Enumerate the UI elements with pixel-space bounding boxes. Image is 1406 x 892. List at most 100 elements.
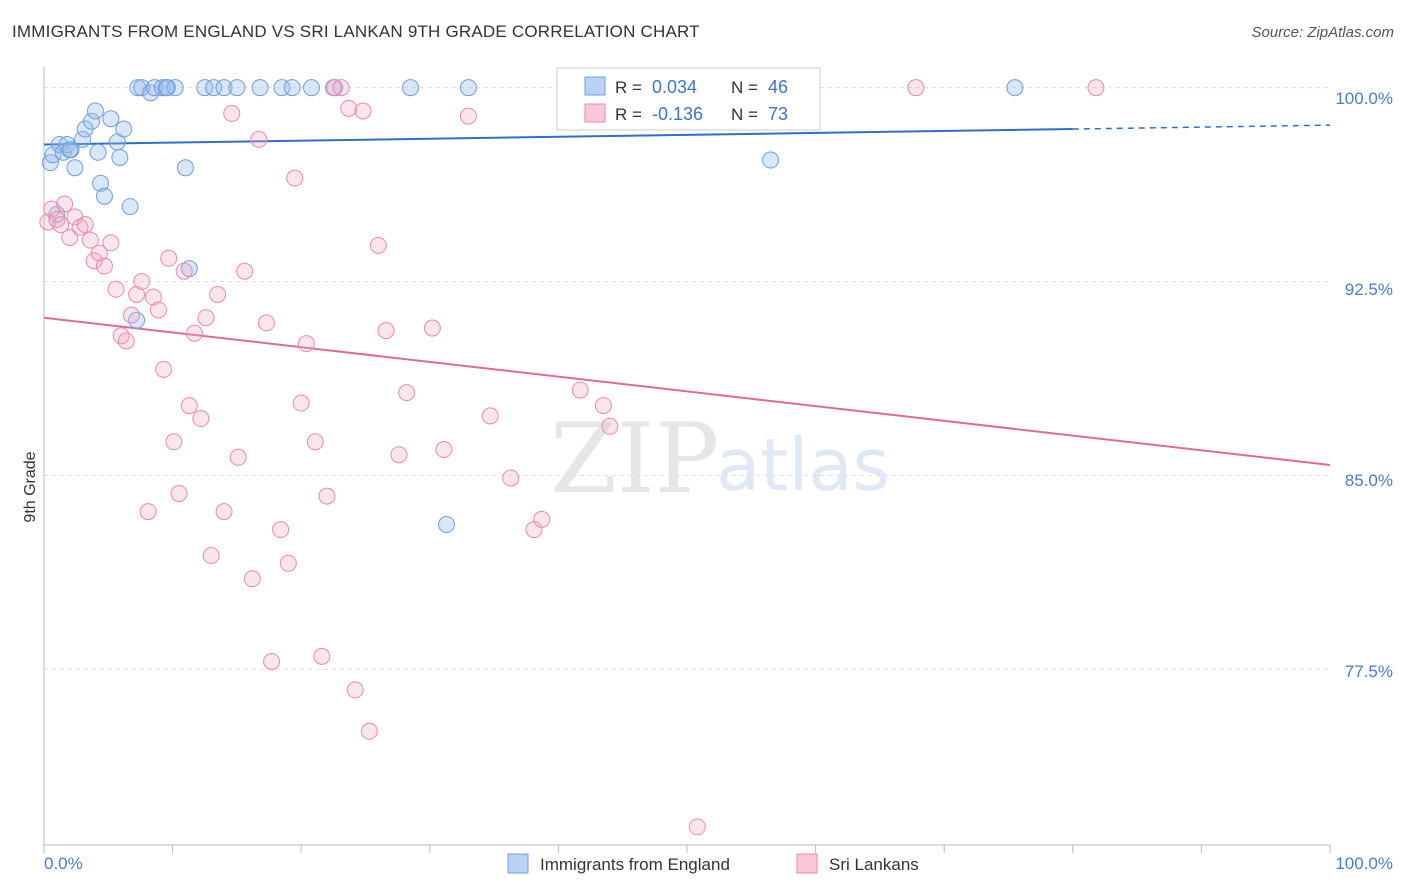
trend-line-srilankan bbox=[43, 316, 1331, 467]
point-england-43 bbox=[1006, 79, 1024, 97]
point-srilankan-5 bbox=[61, 229, 79, 247]
stats-r-label-srilankan: R = bbox=[615, 105, 642, 124]
point-srilankan-59 bbox=[398, 384, 416, 402]
stats-r-value-srilankan: -0.136 bbox=[652, 104, 703, 124]
point-england-41 bbox=[438, 515, 456, 533]
point-srilankan-32 bbox=[202, 547, 220, 565]
stats-n-value-england: 46 bbox=[768, 77, 788, 97]
point-england-10 bbox=[83, 112, 101, 130]
watermark: ZIP atlas bbox=[550, 403, 890, 515]
point-srilankan-61 bbox=[435, 441, 453, 459]
stats-legend: R = 0.034 N = 46 R = -0.136 N = 73 bbox=[556, 67, 821, 131]
point-srilankan-39 bbox=[250, 130, 268, 148]
point-srilankan-4 bbox=[56, 195, 74, 213]
y-tick-label-92-5: 92.5% bbox=[1345, 280, 1393, 299]
point-srilankan-24 bbox=[160, 249, 178, 267]
stats-swatch-srilankan bbox=[584, 103, 606, 123]
point-srilankan-37 bbox=[236, 262, 254, 280]
point-england-34 bbox=[273, 79, 291, 97]
point-srilankan-69 bbox=[601, 417, 619, 435]
point-england-15 bbox=[102, 110, 120, 128]
legend-swatch-srilankan bbox=[796, 853, 818, 874]
point-england-8 bbox=[74, 130, 92, 148]
point-srilankan-55 bbox=[360, 722, 378, 740]
point-england-17 bbox=[111, 148, 129, 166]
point-srilankan-3 bbox=[52, 216, 70, 234]
point-england-28 bbox=[180, 260, 198, 278]
point-srilankan-17 bbox=[122, 306, 140, 324]
point-srilankan-56 bbox=[369, 236, 387, 254]
point-srilankan-8 bbox=[76, 216, 94, 234]
chart-title: IMMIGRANTS FROM ENGLAND VS SRI LANKAN 9T… bbox=[12, 22, 700, 41]
point-srilankan-22 bbox=[149, 301, 167, 319]
point-srilankan-52 bbox=[340, 99, 358, 117]
stats-r-label-england: R = bbox=[615, 78, 642, 97]
point-srilankan-12 bbox=[95, 257, 113, 275]
source-label: Source: ZipAtlas.com bbox=[1251, 24, 1394, 41]
point-srilankan-41 bbox=[263, 652, 281, 670]
stats-n-label-srilankan: N = bbox=[731, 105, 758, 124]
point-england-14 bbox=[95, 187, 113, 205]
point-england-1 bbox=[44, 146, 62, 164]
point-srilankan-21 bbox=[144, 288, 162, 306]
point-srilankan-62 bbox=[459, 107, 477, 125]
point-england-27 bbox=[176, 159, 194, 177]
point-srilankan-45 bbox=[292, 394, 310, 412]
point-england-32 bbox=[228, 79, 246, 97]
x-tick-label-max: 100.0% bbox=[1335, 854, 1393, 873]
point-srilankan-47 bbox=[306, 433, 324, 451]
point-england-42 bbox=[762, 151, 780, 169]
point-srilankan-70 bbox=[688, 818, 706, 836]
y-tick-label-100: 100.0% bbox=[1335, 89, 1393, 108]
point-srilankan-48 bbox=[313, 647, 331, 665]
point-srilankan-36 bbox=[229, 448, 247, 466]
point-srilankan-18 bbox=[128, 285, 146, 303]
point-srilankan-20 bbox=[139, 503, 157, 521]
point-srilankan-35 bbox=[223, 105, 241, 123]
point-england-45 bbox=[157, 79, 175, 97]
point-srilankan-63 bbox=[481, 407, 499, 425]
point-england-33 bbox=[251, 79, 269, 97]
data-points bbox=[39, 79, 1105, 836]
y-tick-label-85: 85.0% bbox=[1345, 471, 1393, 490]
point-srilankan-15 bbox=[112, 327, 130, 345]
point-srilankan-66 bbox=[533, 510, 551, 528]
point-srilankan-7 bbox=[71, 218, 89, 236]
point-england-20 bbox=[129, 79, 147, 97]
point-srilankan-29 bbox=[185, 324, 203, 342]
point-srilankan-68 bbox=[594, 397, 612, 415]
point-srilankan-64 bbox=[502, 469, 520, 487]
point-england-31 bbox=[215, 79, 233, 97]
point-srilankan-72 bbox=[1087, 79, 1105, 97]
point-england-35 bbox=[283, 79, 301, 97]
point-england-26 bbox=[166, 79, 184, 97]
point-srilankan-60 bbox=[423, 319, 441, 337]
point-srilankan-43 bbox=[279, 554, 297, 572]
watermark-atlas: atlas bbox=[716, 423, 890, 507]
point-srilankan-1 bbox=[43, 200, 61, 218]
point-england-21 bbox=[133, 79, 151, 97]
point-srilankan-38 bbox=[243, 570, 261, 588]
point-england-38 bbox=[402, 79, 420, 97]
point-srilankan-27 bbox=[175, 262, 193, 280]
stats-swatch-england bbox=[584, 76, 606, 96]
y-tick-label-77-5: 77.5% bbox=[1345, 662, 1393, 681]
point-srilankan-11 bbox=[90, 244, 108, 262]
point-srilankan-44 bbox=[286, 169, 304, 187]
point-srilankan-40 bbox=[257, 314, 275, 332]
trend-lines bbox=[43, 124, 1331, 467]
point-england-19 bbox=[121, 198, 139, 216]
point-srilankan-67 bbox=[571, 381, 589, 399]
point-england-29 bbox=[196, 79, 214, 97]
point-srilankan-33 bbox=[209, 285, 227, 303]
point-srilankan-9 bbox=[81, 231, 99, 249]
legend-label-srilankan: Sri Lankans bbox=[829, 855, 919, 874]
point-srilankan-13 bbox=[102, 234, 120, 252]
point-srilankan-58 bbox=[390, 446, 408, 464]
point-england-13 bbox=[92, 174, 110, 192]
point-england-7 bbox=[66, 159, 84, 177]
point-srilankan-25 bbox=[165, 433, 183, 451]
legend-label-england: Immigrants from England bbox=[540, 855, 730, 874]
point-england-40 bbox=[128, 311, 146, 329]
